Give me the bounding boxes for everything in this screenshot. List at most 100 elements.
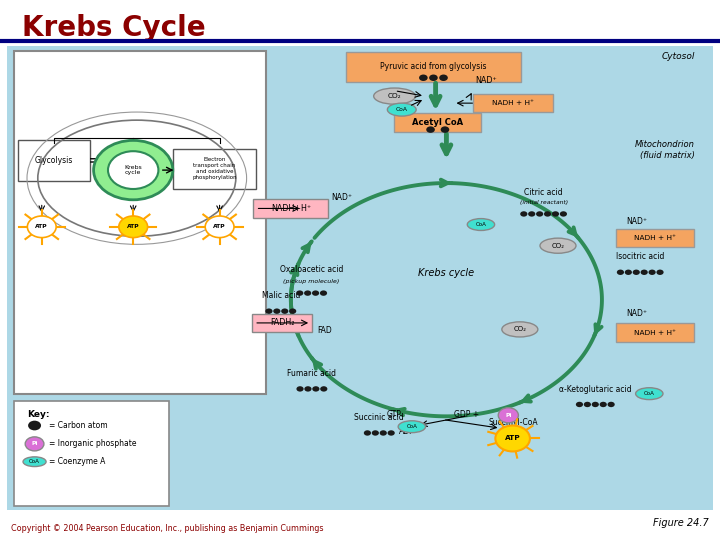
Circle shape <box>495 426 530 451</box>
Circle shape <box>372 430 379 436</box>
Text: ATP: ATP <box>505 435 521 442</box>
Text: = Coenzyme A: = Coenzyme A <box>49 457 105 466</box>
Text: Malic acid: Malic acid <box>261 292 300 300</box>
Text: NAD⁺: NAD⁺ <box>331 193 352 202</box>
Text: NADH+H⁺: NADH+H⁺ <box>271 204 311 213</box>
Ellipse shape <box>374 88 415 104</box>
Text: ATP: ATP <box>213 224 226 230</box>
Ellipse shape <box>23 457 46 467</box>
Text: CoA: CoA <box>406 424 418 429</box>
Text: NAD⁺: NAD⁺ <box>626 309 647 318</box>
Text: Krebs Cycle: Krebs Cycle <box>22 14 205 42</box>
Text: GDP +: GDP + <box>454 410 481 419</box>
FancyBboxPatch shape <box>173 148 256 189</box>
Text: = Inorganic phosphate: = Inorganic phosphate <box>49 440 137 448</box>
Text: Fumaric acid: Fumaric acid <box>287 369 336 378</box>
Text: α-Ketoglutaric acid: α-Ketoglutaric acid <box>559 384 631 394</box>
Circle shape <box>439 75 448 81</box>
Circle shape <box>552 211 559 217</box>
Text: (pickup molecule): (pickup molecule) <box>284 279 340 284</box>
Circle shape <box>560 211 567 217</box>
Text: Citric acid: Citric acid <box>524 188 563 197</box>
Text: CO₂: CO₂ <box>388 93 401 99</box>
Circle shape <box>528 211 536 217</box>
Text: Glycolysis: Glycolysis <box>35 156 73 165</box>
FancyBboxPatch shape <box>252 314 312 332</box>
FancyBboxPatch shape <box>346 52 521 82</box>
Text: Succinic acid: Succinic acid <box>354 413 404 422</box>
Text: CoA: CoA <box>29 459 40 464</box>
Circle shape <box>657 269 664 275</box>
Text: NAD⁺: NAD⁺ <box>626 217 647 226</box>
Text: Succinyl-CoA: Succinyl-CoA <box>488 418 538 427</box>
Text: ADP: ADP <box>399 427 415 436</box>
Circle shape <box>289 308 297 314</box>
Circle shape <box>498 408 518 423</box>
Circle shape <box>498 435 505 441</box>
Text: Pyruvic acid from glycolysis: Pyruvic acid from glycolysis <box>380 63 487 71</box>
FancyBboxPatch shape <box>253 199 328 218</box>
Circle shape <box>205 216 234 238</box>
Circle shape <box>429 75 438 81</box>
Text: Isocitric acid: Isocitric acid <box>616 253 665 261</box>
Text: CO₂: CO₂ <box>552 242 564 249</box>
Circle shape <box>364 430 371 436</box>
Circle shape <box>513 435 521 441</box>
Circle shape <box>649 269 656 275</box>
Circle shape <box>379 430 387 436</box>
Text: CoA: CoA <box>396 107 408 112</box>
Ellipse shape <box>398 421 426 433</box>
Circle shape <box>305 386 312 391</box>
Circle shape <box>521 435 528 441</box>
Circle shape <box>544 211 552 217</box>
Circle shape <box>108 151 158 189</box>
Text: CO₂: CO₂ <box>513 326 526 333</box>
FancyBboxPatch shape <box>14 51 266 394</box>
Ellipse shape <box>467 219 495 231</box>
Circle shape <box>119 216 148 238</box>
Ellipse shape <box>540 238 576 253</box>
Text: GTP: GTP <box>387 410 402 419</box>
Circle shape <box>304 291 311 296</box>
FancyBboxPatch shape <box>394 113 481 132</box>
Text: Key:: Key: <box>27 410 49 420</box>
Circle shape <box>27 216 56 238</box>
Circle shape <box>641 269 648 275</box>
Circle shape <box>536 211 544 217</box>
Circle shape <box>281 308 288 314</box>
Text: Pi: Pi <box>31 441 38 447</box>
Text: ATP: ATP <box>35 224 48 230</box>
Text: CoA: CoA <box>475 222 487 227</box>
FancyBboxPatch shape <box>616 229 694 247</box>
Circle shape <box>576 402 583 407</box>
Text: Copyright © 2004 Pearson Education, Inc., publishing as Benjamin Cummings: Copyright © 2004 Pearson Education, Inc.… <box>11 524 323 533</box>
Text: NADH + H⁺: NADH + H⁺ <box>492 100 534 106</box>
Ellipse shape <box>502 322 538 337</box>
Text: Figure 24.7: Figure 24.7 <box>654 518 709 528</box>
Circle shape <box>608 402 615 407</box>
Text: FADH₂: FADH₂ <box>270 319 294 327</box>
Text: NADH + H⁺: NADH + H⁺ <box>634 235 676 241</box>
Circle shape <box>505 435 513 441</box>
Circle shape <box>25 437 44 451</box>
Circle shape <box>297 386 304 391</box>
Ellipse shape <box>387 103 416 116</box>
Text: Pi: Pi <box>505 413 512 418</box>
Circle shape <box>312 386 320 391</box>
Circle shape <box>312 291 319 296</box>
Circle shape <box>633 269 640 275</box>
FancyBboxPatch shape <box>616 323 694 342</box>
Text: Krebs cycle: Krebs cycle <box>418 268 474 278</box>
Circle shape <box>584 402 591 407</box>
Text: Krebs
cycle: Krebs cycle <box>125 165 142 176</box>
FancyBboxPatch shape <box>7 46 713 510</box>
FancyBboxPatch shape <box>18 140 90 181</box>
Circle shape <box>265 308 273 314</box>
FancyBboxPatch shape <box>14 401 169 506</box>
Text: CoA: CoA <box>644 391 654 396</box>
FancyBboxPatch shape <box>473 94 553 112</box>
Text: Mitochondrion
(fluid matrix): Mitochondrion (fluid matrix) <box>635 140 695 160</box>
Text: FAD: FAD <box>317 326 331 335</box>
Circle shape <box>28 421 41 430</box>
Circle shape <box>274 308 281 314</box>
